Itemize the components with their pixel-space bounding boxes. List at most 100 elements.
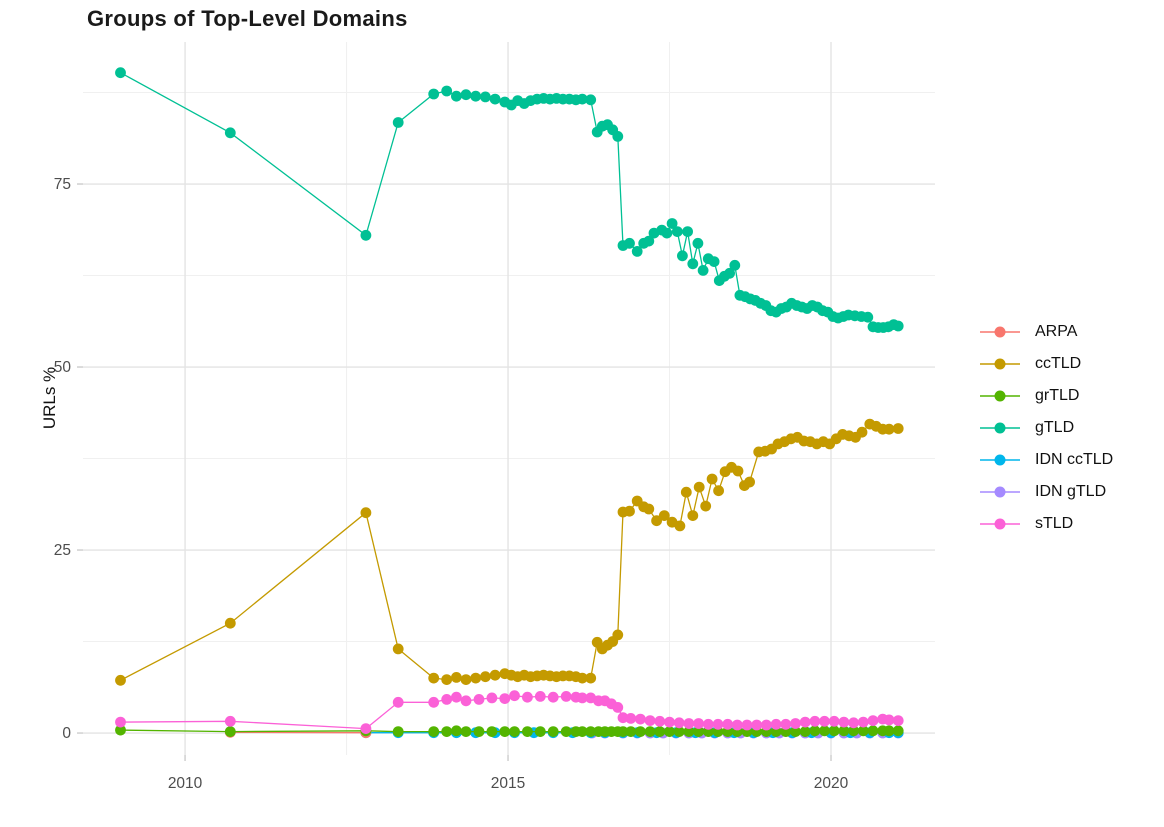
data-point-gtld: [671, 226, 683, 238]
data-point-gtld: [682, 226, 693, 238]
data-point-cctld: [115, 674, 126, 686]
data-point-gtld: [692, 237, 704, 249]
data-point-stld: [857, 716, 869, 728]
data-point-grtld: [522, 726, 533, 737]
data-point-stld: [644, 715, 656, 726]
data-point-grtld: [867, 725, 879, 737]
data-point-grtld: [828, 725, 840, 737]
data-point-stld: [617, 712, 629, 724]
data-point-cctld: [693, 481, 705, 493]
data-point-stld: [683, 718, 695, 729]
data-point-stld: [441, 694, 453, 705]
legend-label: ccTLD: [1035, 355, 1082, 372]
data-point-cctld: [480, 671, 491, 683]
data-point-grtld: [848, 725, 859, 737]
data-point-gtld: [643, 235, 655, 247]
data-point-stld: [770, 718, 782, 730]
data-point-gtld: [115, 67, 126, 79]
data-point-stld: [635, 713, 646, 725]
data-point-gtld: [360, 229, 372, 241]
data-point-grtld: [883, 725, 895, 737]
data-point-cctld: [489, 669, 501, 681]
data-point-stld: [522, 691, 533, 703]
data-point-grtld: [799, 726, 811, 737]
data-point-cctld: [612, 629, 624, 641]
legend-item-idn-gtld: IDN gTLD: [978, 476, 1113, 508]
data-point-gtld: [729, 259, 741, 271]
data-point-cctld: [687, 510, 699, 521]
data-point-stld: [867, 715, 879, 726]
data-point-stld: [664, 716, 675, 728]
legend-key: [978, 485, 1022, 499]
data-point-grtld: [441, 726, 453, 737]
data-point-grtld: [790, 726, 801, 737]
legend-dot-icon: [994, 518, 1006, 530]
data-point-grtld: [673, 726, 685, 737]
data-point-gtld: [892, 320, 904, 332]
data-point-gtld: [224, 127, 236, 139]
data-point-grtld: [857, 725, 869, 737]
data-point-stld: [625, 713, 637, 724]
data-point-grtld: [509, 726, 520, 737]
data-point-stld: [673, 717, 685, 729]
data-point-gtld: [428, 88, 440, 100]
y-tick-label: 0: [62, 725, 71, 742]
data-point-grtld: [499, 726, 511, 737]
data-point-grtld: [892, 725, 904, 737]
data-point-grtld: [664, 726, 675, 737]
data-point-stld: [819, 715, 830, 727]
data-point-grtld: [576, 726, 588, 737]
data-point-gtld: [470, 90, 482, 102]
legend-item-cctld: ccTLD: [978, 348, 1113, 380]
data-point-stld: [780, 718, 792, 730]
data-point-stld: [486, 692, 498, 704]
legend-key: [978, 325, 1022, 339]
data-point-stld: [460, 695, 472, 707]
data-point-cctld: [700, 500, 712, 512]
data-point-gtld: [624, 237, 635, 249]
legend-item-stld: sTLD: [978, 508, 1113, 540]
data-point-cctld: [441, 674, 453, 685]
data-point-gtld: [661, 227, 673, 239]
legend-key: [978, 453, 1022, 467]
series-line-gtld: [120, 72, 899, 329]
data-point-stld: [428, 696, 440, 708]
legend-label: IDN gTLD: [1035, 483, 1107, 500]
data-point-grtld: [819, 725, 830, 737]
data-point-grtld: [644, 726, 656, 737]
legend-dot-icon: [994, 358, 1006, 370]
data-point-cctld: [651, 515, 662, 527]
data-point-stld: [612, 702, 624, 713]
data-point-cctld: [392, 643, 404, 655]
data-point-cctld: [732, 465, 744, 477]
data-point-grtld: [809, 725, 821, 737]
legend: ARPA ccTLD grTLD gTLD IDN ccTLD IDN gTLD…: [978, 316, 1113, 540]
data-point-gtld: [480, 91, 491, 103]
data-point-gtld: [631, 246, 643, 257]
data-point-gtld: [687, 258, 699, 270]
y-tick-label: 50: [54, 359, 72, 376]
legend-dot-icon: [994, 390, 1006, 402]
data-point-stld: [751, 719, 763, 731]
data-point-stld: [892, 715, 904, 726]
legend-item-grtld: grTLD: [978, 380, 1113, 412]
data-point-grtld: [560, 726, 572, 737]
data-point-stld: [790, 718, 801, 729]
data-point-gtld: [666, 218, 678, 229]
data-point-gtld: [677, 250, 688, 262]
data-point-gtld: [441, 85, 453, 97]
data-point-stld: [741, 719, 753, 731]
data-point-gtld: [612, 131, 624, 142]
data-point-cctld: [713, 485, 724, 497]
chart-title: Groups of Top-Level Domains: [87, 6, 408, 31]
data-point-gtld: [460, 89, 472, 101]
legend-dot-icon: [994, 454, 1006, 466]
data-point-stld: [702, 718, 714, 730]
data-point-cctld: [624, 505, 635, 517]
data-point-grtld: [547, 726, 559, 737]
data-point-cctld: [856, 426, 868, 438]
data-point-stld: [761, 719, 772, 731]
legend-item-arpa: ARPA: [978, 316, 1113, 348]
data-point-grtld: [585, 726, 597, 737]
